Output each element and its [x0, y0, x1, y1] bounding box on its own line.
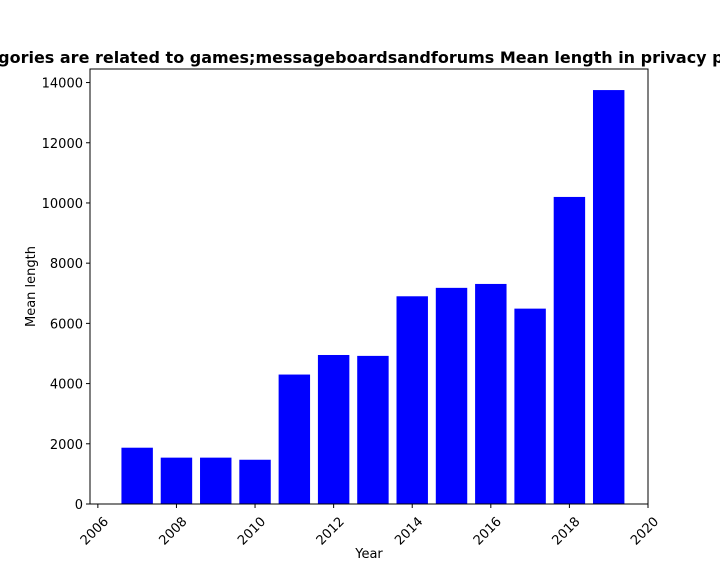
x-tick-label: 2014 — [392, 514, 426, 548]
bar-2009 — [200, 457, 232, 504]
bar-2011 — [278, 374, 311, 504]
x-tick-label: 2006 — [78, 514, 112, 548]
y-tick-label: 0 — [75, 498, 83, 513]
bar-2016 — [475, 283, 507, 504]
chart-title: Categories are related to games;messageb… — [0, 48, 720, 67]
y-axis: 0 2000 4000 6000 8000 10000 12000 14000 — [42, 77, 90, 513]
bars-group — [121, 90, 625, 505]
bar-2010 — [239, 459, 271, 504]
bar-2007 — [121, 447, 153, 504]
x-tick-label: 2016 — [471, 514, 505, 548]
y-tick-label: 6000 — [50, 317, 83, 332]
x-tick-label: 2018 — [549, 514, 583, 548]
bar-2012 — [317, 354, 350, 504]
y-tick-label: 8000 — [50, 257, 83, 272]
bar-2014 — [396, 296, 428, 504]
x-tick-label: 2012 — [314, 514, 348, 548]
bar-2018 — [553, 196, 586, 505]
bar-2015 — [435, 287, 468, 504]
x-axis-label: Year — [354, 547, 383, 562]
x-tick-label: 2020 — [628, 514, 662, 548]
bar-2017 — [514, 308, 546, 504]
bar-2013 — [357, 355, 389, 504]
y-tick-label: 10000 — [42, 197, 83, 212]
y-tick-label: 14000 — [42, 77, 83, 92]
x-tick-label: 2010 — [235, 514, 269, 548]
plot-frame — [89, 68, 649, 505]
y-axis-label: Mean length — [24, 246, 39, 327]
x-tick-label: 2008 — [156, 514, 190, 548]
y-tick-label: 4000 — [50, 378, 83, 393]
bar-2008 — [160, 457, 193, 504]
y-tick-label: 2000 — [50, 438, 83, 453]
x-axis: 2006 2008 2010 2012 2014 2016 2018 2020 — [78, 504, 662, 548]
y-tick-label: 12000 — [42, 137, 83, 152]
bar-2019 — [592, 90, 625, 504]
